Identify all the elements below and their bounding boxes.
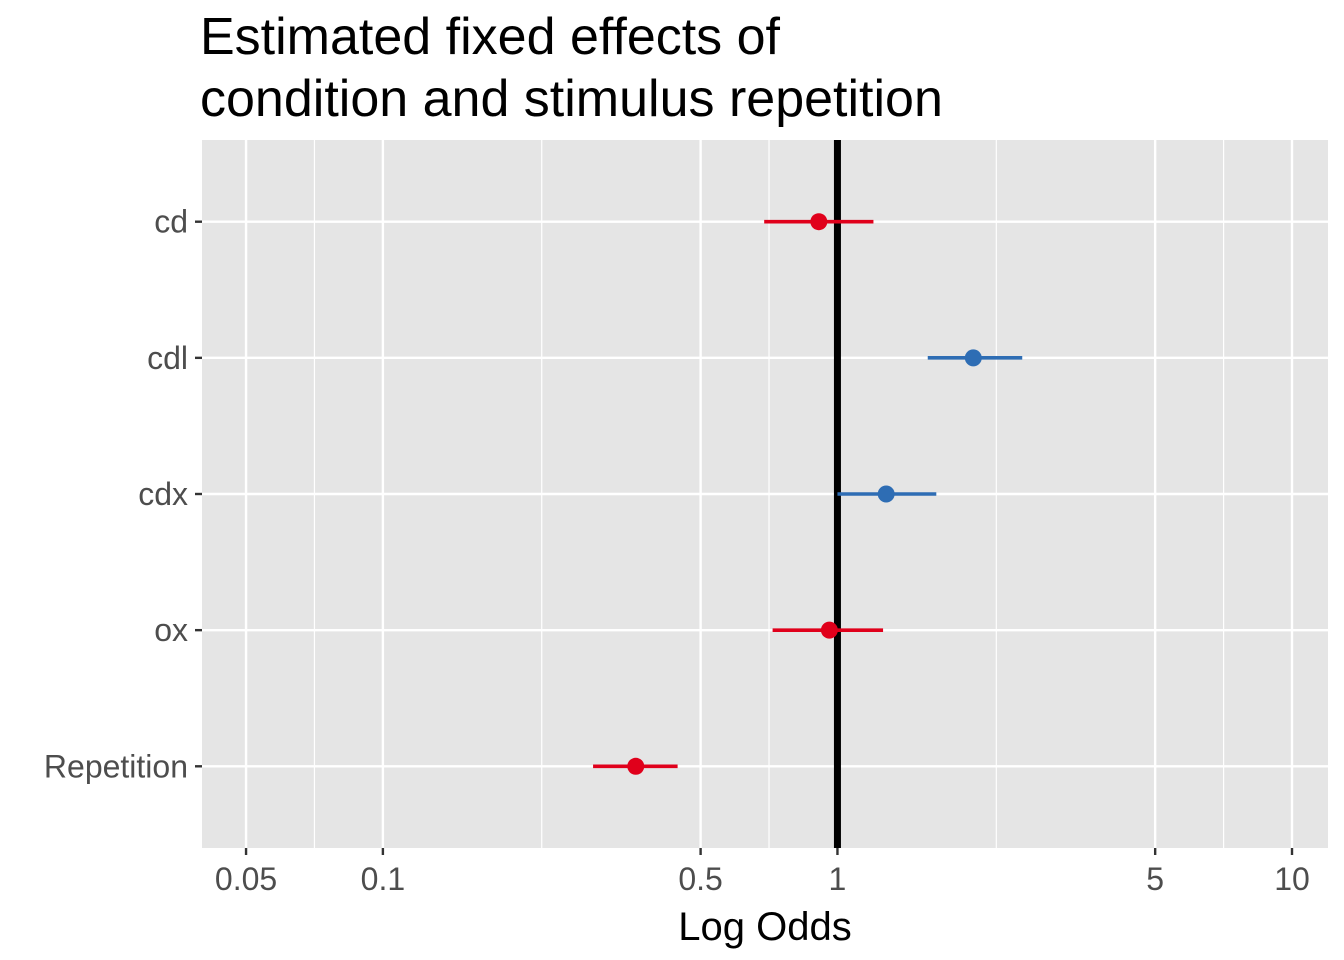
chart-title: Estimated fixed effects of condition and… — [200, 6, 1300, 130]
x-tick-label-5: 10 — [1274, 861, 1310, 897]
y-tick-label-4: Repetition — [44, 748, 188, 784]
point-cd — [810, 213, 828, 231]
y-tick-label-0: cd — [154, 204, 188, 240]
x-tick-label-1: 0.1 — [361, 861, 405, 897]
major-gridlines — [202, 140, 1328, 848]
y-tick-label-3: ox — [154, 612, 188, 648]
x-tick-label-2: 0.5 — [678, 861, 722, 897]
x-axis-title: Log Odds — [678, 905, 851, 949]
point-cdl — [964, 349, 982, 367]
point-ox — [820, 621, 838, 639]
estimate-points — [627, 213, 982, 775]
x-tick-label-0: 0.05 — [215, 861, 277, 897]
y-tick-label-1: cdl — [147, 340, 188, 376]
chart-title-line2: condition and stimulus repetition — [200, 70, 943, 128]
point-cdx — [877, 485, 895, 503]
y-tick-label-2: cdx — [138, 476, 188, 512]
x-tick-label-3: 1 — [829, 861, 847, 897]
x-axis: 0.05 0.1 0.5 1 5 10 — [215, 848, 1310, 897]
x-tick-label-4: 5 — [1146, 861, 1164, 897]
chart-title-line1: Estimated fixed effects of — [200, 8, 780, 66]
y-axis: cd cdl cdx ox Repetition — [44, 204, 202, 784]
point-repetition — [627, 757, 645, 775]
